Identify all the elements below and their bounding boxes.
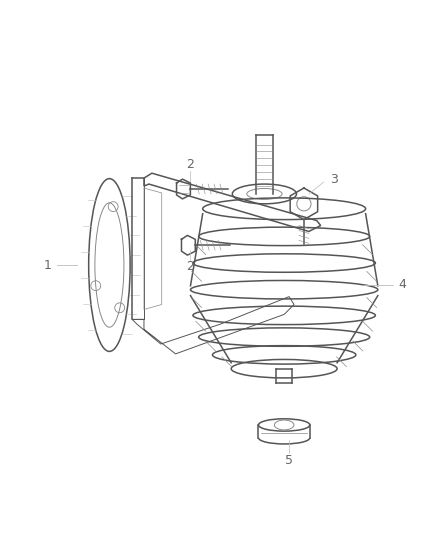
Text: 1: 1 — [43, 259, 51, 271]
Text: 3: 3 — [329, 173, 337, 185]
Text: 5: 5 — [285, 454, 293, 467]
Text: 4: 4 — [399, 278, 406, 291]
Text: 2: 2 — [187, 261, 194, 273]
Text: 2: 2 — [187, 158, 194, 171]
